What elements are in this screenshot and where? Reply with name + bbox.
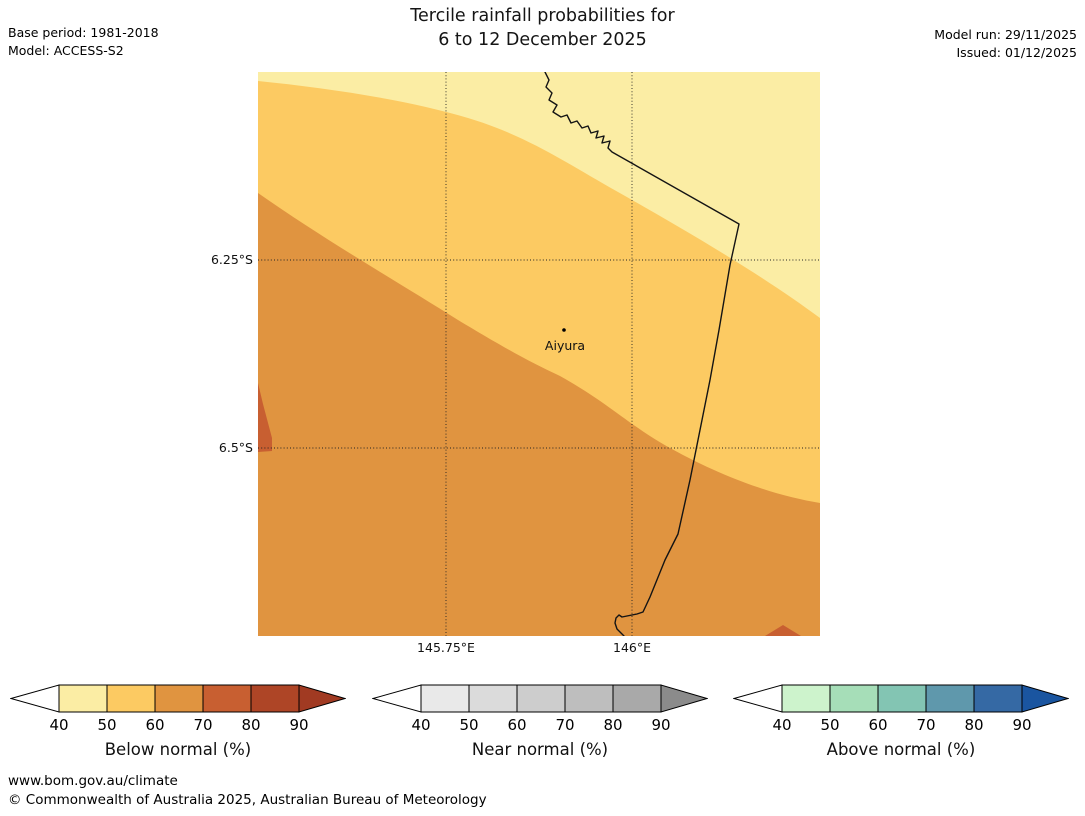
legend-tick-row: 40 50 60 70 80 90 (10, 716, 346, 737)
legend-swatch (829, 684, 879, 713)
title-line-1: Tercile rainfall probabilities for (410, 6, 675, 26)
legend-near-normal: 40 50 60 70 80 90 Near normal (%) (372, 684, 708, 759)
legend-left-arrow (10, 684, 60, 713)
legend-left-arrow (733, 684, 783, 713)
map-region-prob-70-80-southeast (765, 625, 801, 636)
rainfall-probability-map: Aiyura (258, 72, 820, 636)
legend-swatch (58, 684, 108, 713)
legend-swatch (468, 684, 518, 713)
legend-tick: 40 (772, 716, 792, 734)
legend-tick-row: 40 50 60 70 80 90 (372, 716, 708, 737)
map-region-prob-70-80-west (258, 383, 272, 452)
footer: www.bom.gov.au/climate © Commonwealth of… (8, 772, 487, 810)
legend-swatch (925, 684, 975, 713)
lon-tick-146e: 146°E (612, 640, 652, 655)
legend-below-normal-bar (10, 684, 346, 713)
legend-right-arrow (298, 684, 346, 713)
footer-copyright: © Commonwealth of Australia 2025, Austra… (8, 792, 487, 808)
legend-tick: 50 (820, 716, 840, 734)
legend-swatch (564, 684, 614, 713)
legend-title-below-normal: Below normal (%) (104, 740, 252, 759)
lat-tick-6-5s: 6.5°S (218, 440, 253, 455)
legend-tick: 60 (145, 716, 165, 734)
legend-swatch (781, 684, 831, 713)
legend-title-near-normal: Near normal (%) (471, 740, 609, 759)
legend-title-above-normal: Above normal (%) (826, 740, 976, 759)
figure-title: Tercile rainfall probabilities for 6 to … (0, 5, 1085, 52)
legend-tick: 60 (507, 716, 527, 734)
legend-tick: 80 (964, 716, 984, 734)
aiyura-label: Aiyura (545, 338, 585, 353)
legend-tick: 70 (193, 716, 213, 734)
legend-above-normal-bar (733, 684, 1069, 713)
legend-swatch (516, 684, 566, 713)
legend-tick: 50 (459, 716, 479, 734)
legend-left-arrow (372, 684, 422, 713)
legend-tick-row: 40 50 60 70 80 90 (733, 716, 1069, 737)
legend-swatch (154, 684, 204, 713)
legend-swatch (106, 684, 156, 713)
legend-below-normal: 40 50 60 70 80 90 Below normal (%) (10, 684, 346, 759)
legend-tick: 70 (916, 716, 936, 734)
legend-swatch (420, 684, 470, 713)
legend-tick: 60 (868, 716, 888, 734)
lon-tick-145-75e: 145.75°E (417, 640, 475, 655)
legend-swatch (877, 684, 927, 713)
legend-tick: 40 (49, 716, 69, 734)
legend-tick: 90 (651, 716, 671, 734)
footer-url: www.bom.gov.au/climate (8, 773, 178, 789)
legend-tick: 80 (603, 716, 623, 734)
title-line-2: 6 to 12 December 2025 (438, 29, 647, 50)
lat-tick-6-25s: 6.25°S (210, 252, 253, 267)
legend-tick: 70 (555, 716, 575, 734)
legend-right-arrow (1021, 684, 1069, 713)
model-run-label: Model run: 29/11/2025 (934, 27, 1077, 42)
legend-near-normal-bar (372, 684, 708, 713)
model-label: Model: ACCESS-S2 (8, 43, 124, 58)
district-boundary-line (544, 72, 740, 636)
base-period-label: Base period: 1981-2018 (8, 25, 159, 40)
legend-right-arrow (660, 684, 708, 713)
legend-tick: 40 (411, 716, 431, 734)
legend-swatch (612, 684, 662, 713)
legend-tick: 50 (97, 716, 117, 734)
legend-tick: 90 (289, 716, 309, 734)
header-right: Model run: 29/11/2025 Issued: 01/12/2025 (934, 26, 1077, 62)
issued-label: Issued: 01/12/2025 (956, 45, 1078, 60)
aiyura-marker-dot (562, 328, 566, 332)
legend-tick: 90 (1012, 716, 1032, 734)
legend-swatch (973, 684, 1023, 713)
header-left: Base period: 1981-2018 Model: ACCESS-S2 (8, 24, 159, 60)
legend-swatch (250, 684, 300, 713)
legend-above-normal: 40 50 60 70 80 90 Above normal (%) (733, 684, 1069, 759)
legend-tick: 80 (241, 716, 261, 734)
legend-swatch (202, 684, 252, 713)
